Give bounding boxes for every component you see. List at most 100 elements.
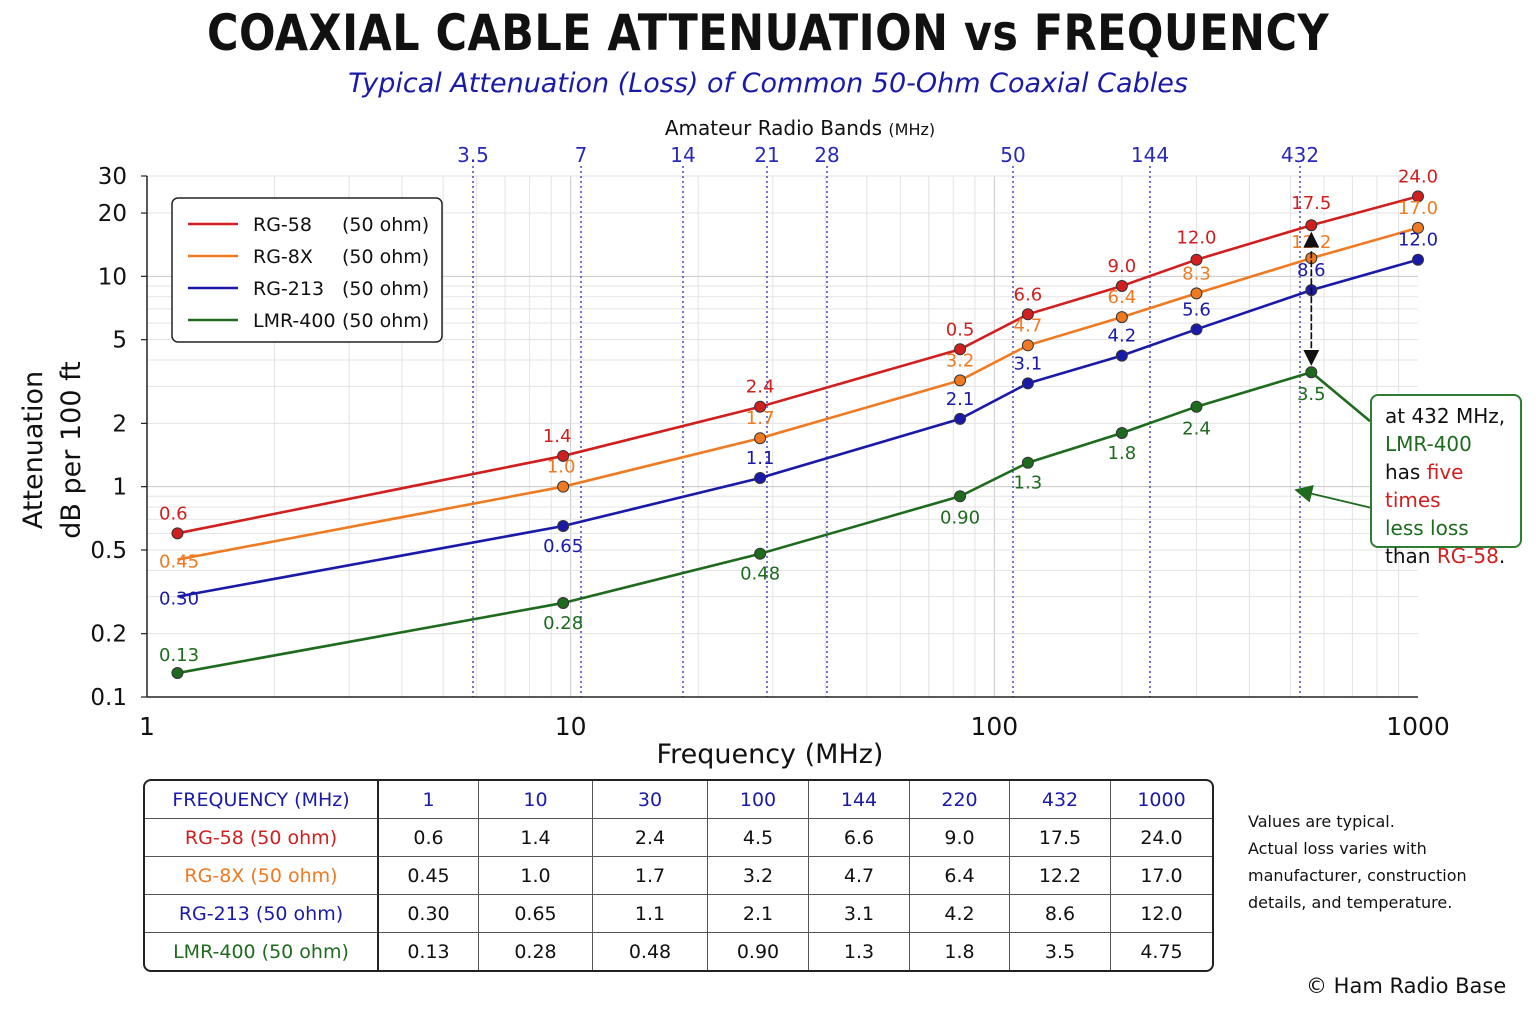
- y-tick-label: 0.1: [90, 685, 127, 711]
- data-point: [954, 374, 967, 387]
- data-label: 5.6: [1182, 299, 1211, 320]
- table-cell: 12.0: [1111, 895, 1212, 933]
- data-point: [954, 343, 967, 356]
- attenuation-table: FREQUENCY (MHz) 1 10 30 100 144 220 432 …: [143, 779, 1214, 972]
- table-header-cell: 10: [479, 781, 593, 819]
- y-tick-label: 0.5: [90, 538, 127, 564]
- data-label: 3.2: [946, 350, 975, 371]
- data-point: [557, 520, 570, 533]
- band-label: 28: [814, 143, 839, 167]
- table-cell: 2.4: [593, 819, 708, 857]
- table-header-cell: 432: [1010, 781, 1111, 819]
- data-label: 3.1: [1014, 353, 1043, 374]
- table-cell: 0.30: [379, 895, 479, 933]
- legend-series-impedance: (50 ohm): [342, 310, 429, 332]
- callout-line-5: than RG-58.: [1385, 544, 1506, 568]
- x-tick-label: 100: [970, 712, 1018, 741]
- x-tick-label: 10: [555, 712, 587, 741]
- data-point: [1412, 190, 1424, 203]
- table-cell: 3.1: [809, 895, 910, 933]
- y-tick-label: 30: [98, 164, 127, 190]
- data-label: 8.3: [1182, 263, 1211, 284]
- data-label: 4.2: [1108, 326, 1137, 347]
- disclaimer-note: Values are typical. Actual loss varies w…: [1248, 808, 1518, 916]
- table-cell: 4.7: [809, 857, 910, 895]
- data-point: [1190, 323, 1203, 336]
- legend-series-name: RG-8X: [253, 246, 313, 268]
- data-label: 1.3: [1014, 473, 1043, 494]
- table-cell: 1.1: [593, 895, 708, 933]
- data-point: [1412, 253, 1424, 266]
- band-label: 50: [1000, 143, 1025, 167]
- legend-series-name: RG-213: [253, 278, 324, 300]
- table-cell: 1.0: [479, 857, 593, 895]
- data-point: [1412, 221, 1424, 234]
- band-label: 14: [670, 143, 695, 167]
- table-cell: 0.65: [479, 895, 593, 933]
- data-point: [754, 400, 767, 413]
- data-point: [1305, 366, 1318, 379]
- table-cell: 12.2: [1010, 857, 1111, 895]
- legend-series-impedance: (50 ohm): [342, 214, 429, 236]
- data-label: 12.0: [1176, 228, 1216, 249]
- x-tick-label: 1: [139, 712, 155, 741]
- data-point: [754, 432, 767, 445]
- table-row: RG-8X (50 ohm) 0.45 1.0 1.7 3.2 4.7 6.4 …: [145, 857, 1212, 895]
- table-header-cell: 1000: [1111, 781, 1212, 819]
- data-point: [171, 667, 184, 680]
- band-label: 432: [1281, 143, 1319, 167]
- table-row-label: RG-8X (50 ohm): [145, 857, 379, 895]
- band-label: 21: [754, 143, 779, 167]
- table-cell: 6.4: [910, 857, 1010, 895]
- table-cell: 2.1: [708, 895, 809, 933]
- x-tick-label: 1000: [1386, 712, 1450, 741]
- table-cell: 4.5: [708, 819, 809, 857]
- data-point: [557, 480, 570, 493]
- table-cell: 0.45: [379, 857, 479, 895]
- table-cell: 6.6: [809, 819, 910, 857]
- data-label: 1.7: [746, 408, 775, 429]
- legend-series-impedance: (50 ohm): [342, 246, 429, 268]
- table-header-cell: 100: [708, 781, 809, 819]
- note-line: manufacturer, construction: [1248, 866, 1467, 885]
- data-label: 0.48: [740, 564, 780, 585]
- data-label: 24.0: [1398, 166, 1438, 187]
- data-label: 12.0: [1398, 230, 1438, 251]
- table-row: RG-58 (50 ohm) 0.6 1.4 2.4 4.5 6.6 9.0 1…: [145, 819, 1212, 857]
- callout-line-1: at 432 MHz,: [1385, 404, 1506, 428]
- y-tick-label: 20: [98, 201, 127, 227]
- x-axis-label: Frequency (MHz): [657, 739, 884, 770]
- y-tick-label: 2: [112, 411, 127, 437]
- table-cell: 1.8: [910, 933, 1010, 970]
- table-cell: 4.2: [910, 895, 1010, 933]
- data-point: [1115, 349, 1128, 362]
- data-point: [1305, 219, 1318, 232]
- data-label: 9.0: [1108, 256, 1137, 277]
- note-line: details, and temperature.: [1248, 893, 1453, 912]
- data-label: 0.28: [543, 613, 583, 634]
- legend: RG-58 (50 ohm) RG-8X (50 ohm) RG-213 (50 ohm)…: [171, 197, 443, 343]
- table-cell: 17.0: [1111, 857, 1212, 895]
- table-row-label: RG-58 (50 ohm): [145, 819, 379, 857]
- y-tick-label: 0.2: [90, 622, 127, 648]
- data-point: [1190, 400, 1203, 413]
- data-label: 2.4: [746, 377, 775, 398]
- y-tick-label: 10: [98, 264, 127, 290]
- callout-line-4: less loss: [1385, 516, 1469, 540]
- y-tick-label: 5: [112, 328, 127, 354]
- table-header-cell: 220: [910, 781, 1010, 819]
- table-cell: 0.13: [379, 933, 479, 970]
- data-label: 17.0: [1398, 198, 1438, 219]
- data-label: 0.90: [940, 507, 980, 528]
- data-point: [557, 449, 570, 462]
- comparison-callout: at 432 MHz, LMR-400 has five times less …: [1370, 394, 1522, 568]
- data-label: 2.1: [946, 389, 975, 410]
- table-header-cell: FREQUENCY (MHz): [145, 781, 379, 819]
- table-cell: 0.6: [379, 819, 479, 857]
- table-cell: 1.7: [593, 857, 708, 895]
- data-point: [1021, 377, 1034, 390]
- top-axis-title: Amateur Radio Bands (MHz): [665, 116, 935, 140]
- chart-subtitle: Typical Attenuation (Loss) of Common 50-…: [348, 68, 1188, 99]
- band-label: 7: [575, 143, 588, 167]
